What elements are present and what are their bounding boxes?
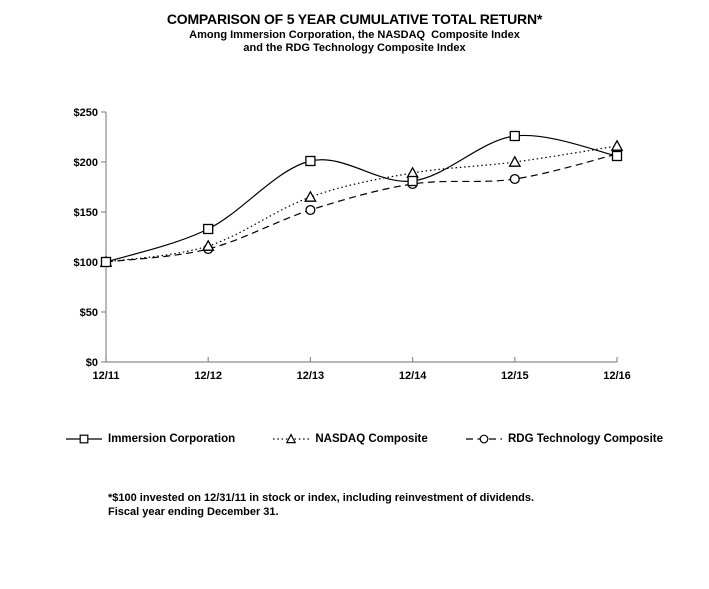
y-tick-label: $200 [74,157,98,169]
footnote-line2: Fiscal year ending December 31. [108,506,279,518]
legend-item-immersion-corporation: Immersion Corporation [65,433,235,445]
square-marker [407,175,418,187]
y-tick-label: $50 [80,307,98,319]
triangle-marker [304,190,317,202]
x-tick-label: 12/16 [603,370,631,382]
series-immersion-corporation [100,130,623,268]
square-marker [509,130,520,142]
legend-item-rdg-technology-composite: RDG Technology Composite [465,433,663,445]
chart-subtitle-line1: Among Immersion Corporation, the NASDAQ … [189,29,520,41]
y-axis: $0 $50 $100 $150 $200 $250 [74,107,106,369]
circle-marker [305,204,316,216]
y-tick-label: $0 [86,357,98,369]
chart-footnote: *$100 invested on 12/31/11 in stock or i… [108,491,534,519]
square-marker-icon [65,433,103,445]
legend-label: RDG Technology Composite [507,433,663,445]
triangle-marker [508,155,522,167]
square-marker [203,223,214,235]
y-tick-label: $100 [74,257,98,269]
triangle-marker [610,139,624,151]
circle-marker [479,434,489,444]
chart-title: COMPARISON OF 5 YEAR CUMULATIVE TOTAL RE… [166,11,543,27]
series-line [105,145,618,263]
series-line [105,134,618,263]
chart-subtitle-line2: and the RDG Technology Composite Index [243,42,466,54]
circle-marker-icon [465,433,503,445]
triangle-marker [201,239,215,251]
chart-legend: Immersion Corporation NASDAQ Composite R… [65,431,663,447]
footnote-line1: *$100 invested on 12/31/11 in stock or i… [108,492,535,504]
series-nasdaq-composite [99,139,624,267]
y-tick-label: $150 [74,207,98,219]
legend-item-nasdaq-composite: NASDAQ Composite [272,433,428,445]
x-tick-label: 12/14 [399,370,427,382]
square-marker [79,434,89,444]
square-marker [100,256,112,268]
axes [105,112,617,363]
square-marker [611,150,623,162]
triangle-marker [286,433,297,444]
x-tick-label: 12/13 [297,370,325,382]
legend-label: NASDAQ Composite [315,433,428,445]
triangle-marker [406,166,419,178]
x-tick-label: 12/15 [501,370,529,382]
legend-label: Immersion Corporation [108,433,236,445]
y-tick-label: $250 [74,107,98,119]
x-tick-label: 12/11 [93,370,120,382]
x-tick-label: 12/12 [194,370,222,382]
circle-marker [509,173,520,185]
triangle-marker-icon [272,433,310,445]
square-marker [305,155,316,167]
series-rdg-technology-composite [100,148,623,268]
x-axis: 12/11 12/12 12/13 12/14 12/15 12/16 [93,357,631,382]
series-line [105,153,618,263]
